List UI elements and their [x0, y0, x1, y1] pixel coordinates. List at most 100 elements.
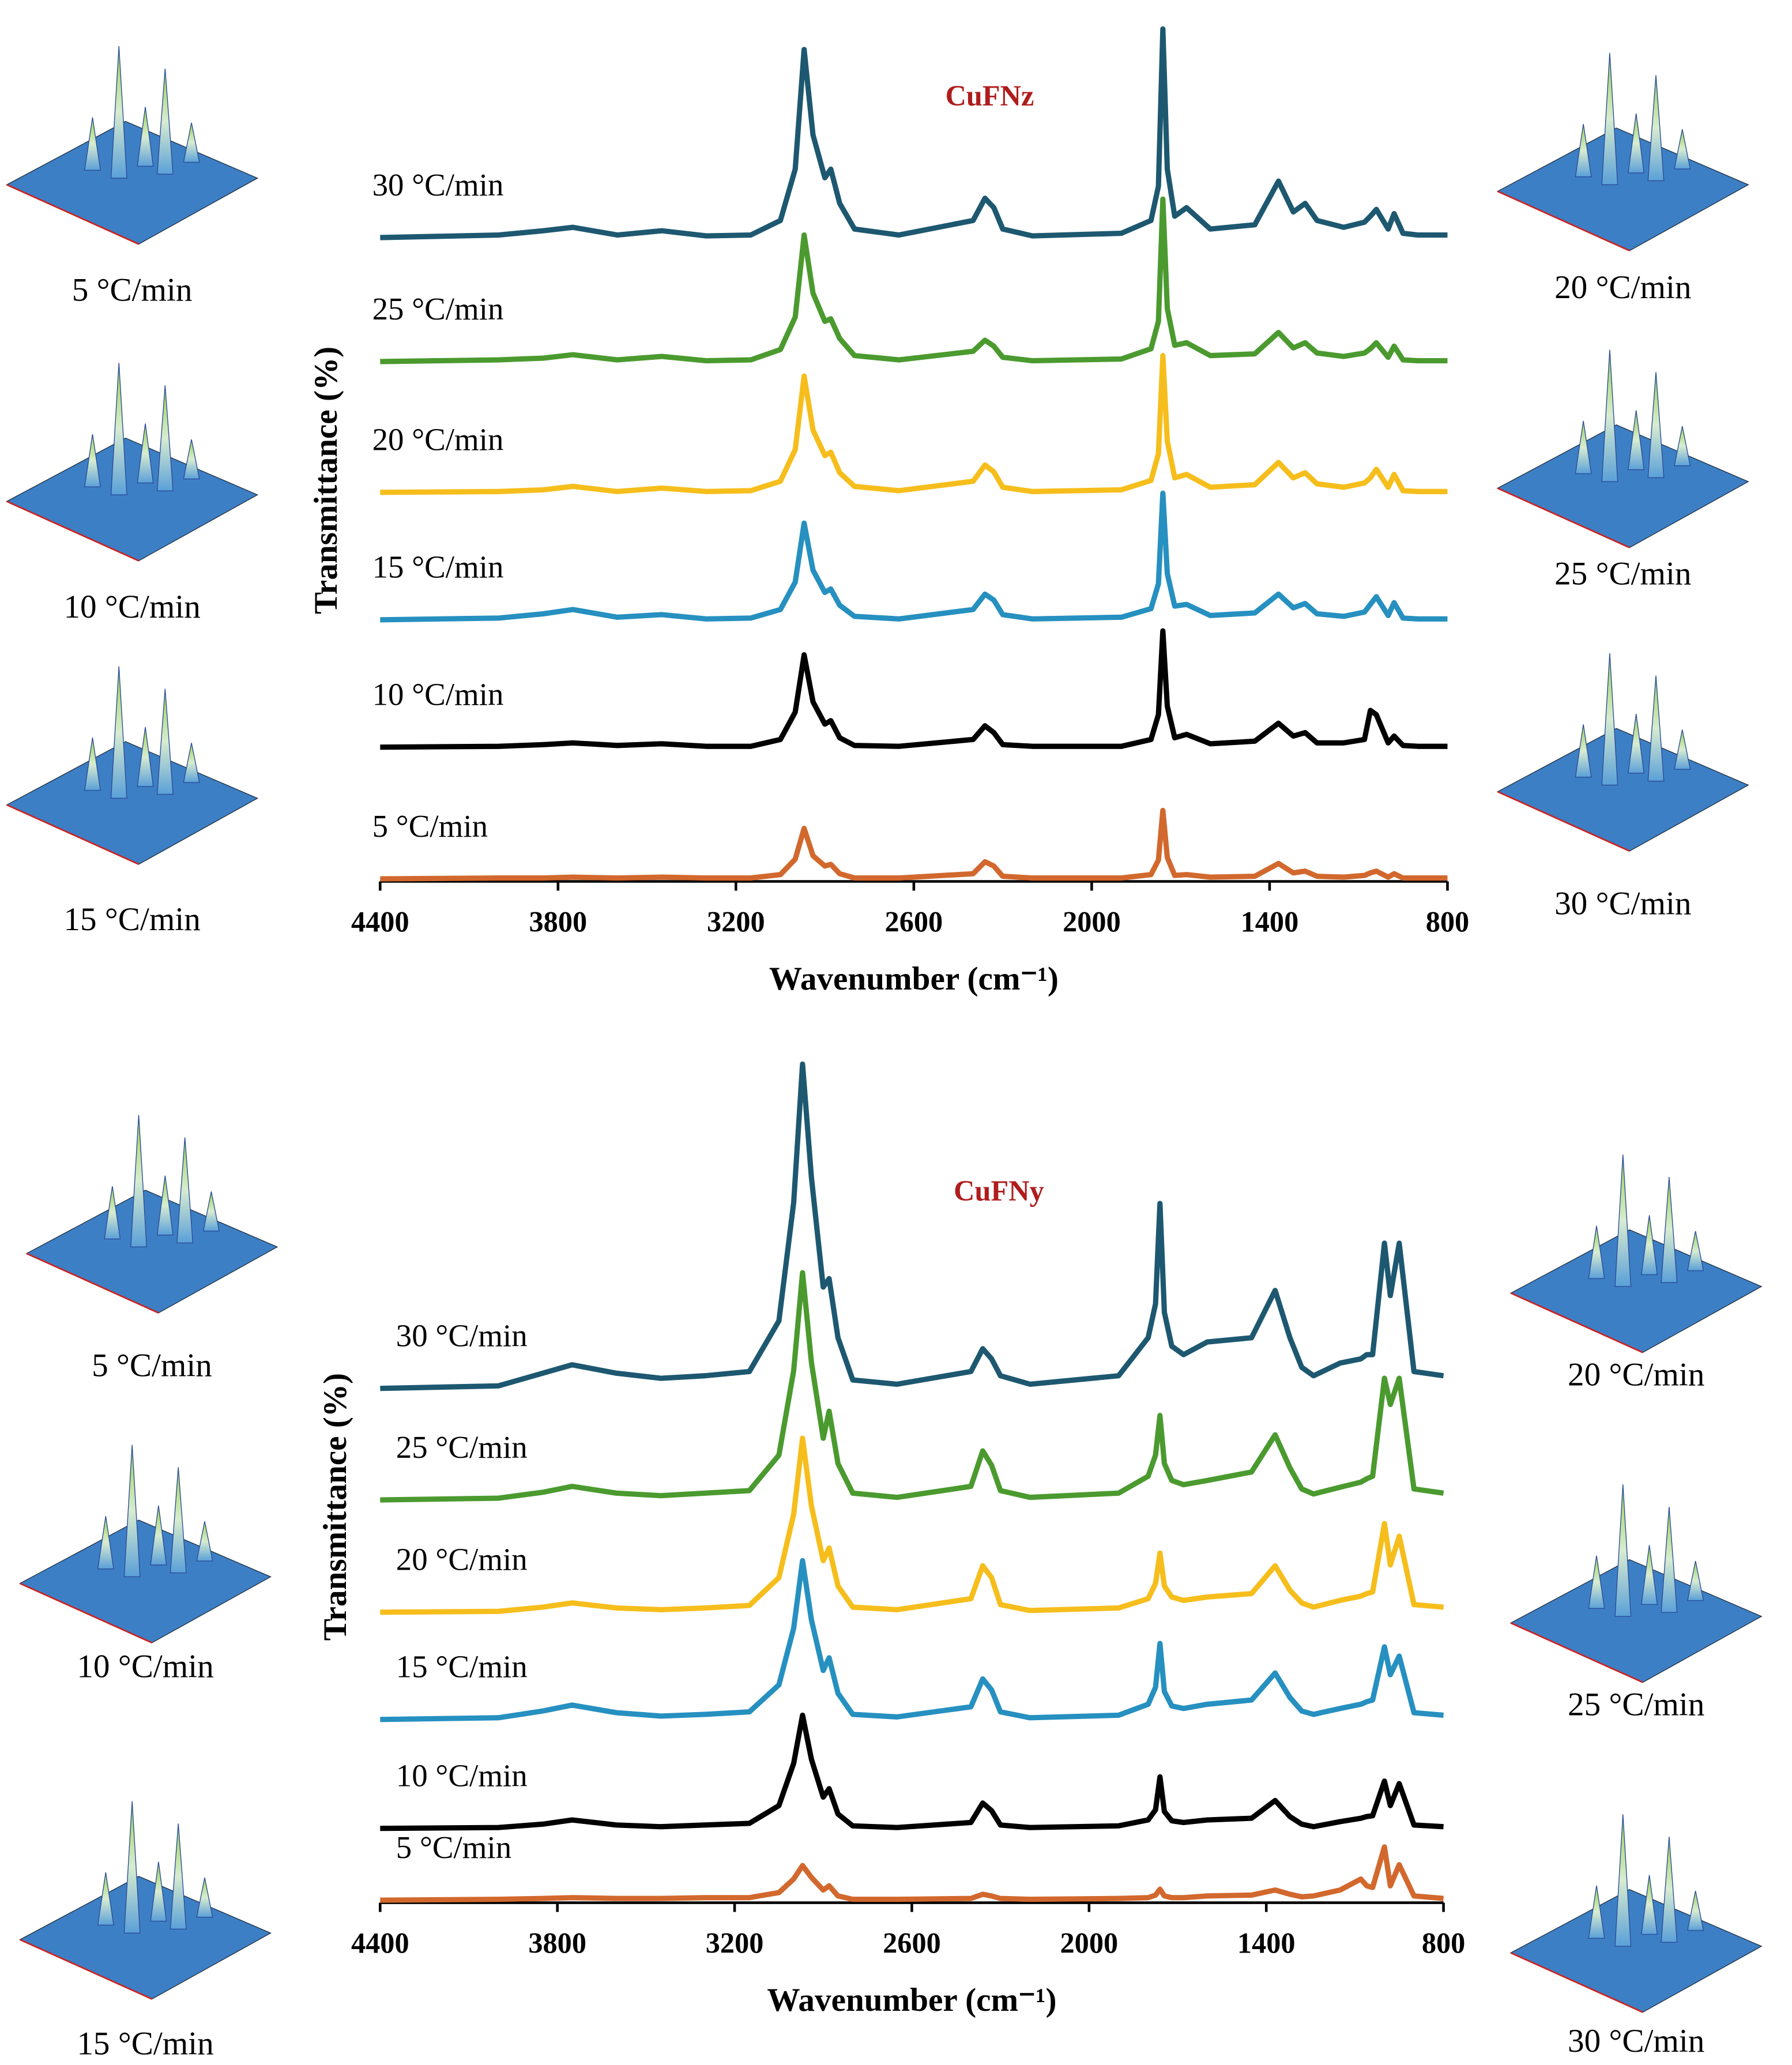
x-tick-label: 3800	[528, 1927, 586, 1959]
series-label: 15 °C/min	[372, 550, 504, 585]
chart-title: CuFNz	[946, 80, 1034, 112]
inset-peak	[1674, 426, 1691, 467]
inset-floor	[1509, 1889, 1763, 2013]
inset-floor	[6, 741, 259, 865]
inset-3d-plot	[1509, 1484, 1763, 1683]
inset-edge	[1497, 791, 1630, 852]
inset-caption: 20 °C/min	[1568, 1357, 1704, 1393]
inset-peak	[183, 439, 200, 480]
spectrum-line	[380, 353, 1448, 495]
inset-3d-plot	[1509, 1154, 1763, 1353]
x-tick-label: 3800	[529, 905, 588, 938]
inset-caption: 10 °C/min	[77, 1648, 213, 1684]
inset-caption: 30 °C/min	[1554, 886, 1691, 922]
inset-peak	[1588, 1555, 1605, 1609]
inset-edge	[1497, 190, 1630, 252]
inset-caption: 5 °C/min	[72, 272, 193, 309]
inset-peak	[130, 1115, 148, 1248]
series-label: 15 °C/min	[396, 1649, 528, 1684]
inset-peak	[123, 1801, 141, 1934]
inset-peak	[202, 1191, 220, 1232]
inset-peak	[104, 1186, 121, 1240]
inset-3d-plot	[19, 1445, 272, 1644]
inset-peak	[1614, 1154, 1632, 1287]
inset-peak	[150, 1505, 167, 1566]
inset-peak	[1575, 123, 1592, 178]
inset-floor	[1496, 424, 1749, 548]
inset-peak	[137, 107, 154, 167]
chart-title: CuFNy	[954, 1175, 1044, 1207]
inset-3d-plot	[25, 1115, 278, 1314]
inset-peak	[156, 68, 174, 175]
inset-peak	[196, 1521, 213, 1562]
x-tick-label: 2000	[1060, 1927, 1119, 1959]
inset-edge	[1510, 1292, 1643, 1353]
x-tick-label: 1400	[1241, 905, 1299, 938]
inset-peak	[156, 385, 174, 491]
inset-peak	[1647, 75, 1665, 182]
inset-peak	[1628, 713, 1645, 774]
inset-floor	[1509, 1229, 1763, 1353]
inset-peak	[170, 1467, 187, 1574]
series-label: 30 °C/min	[372, 167, 504, 202]
inset-peak	[1641, 1545, 1658, 1605]
inset-3d-plot	[1496, 349, 1749, 548]
inset-edge	[6, 184, 140, 245]
inset-caption: 5 °C/min	[92, 1348, 212, 1384]
spectrum-line	[380, 1061, 1444, 1391]
inset-peak	[1601, 52, 1618, 186]
x-tick-label: 800	[1422, 1927, 1466, 1959]
inset-peak	[1614, 1814, 1632, 1947]
series-label: 20 °C/min	[396, 1542, 528, 1577]
inset-peak	[1575, 420, 1592, 475]
inset-edge	[20, 1582, 153, 1644]
x-tick-label: 3200	[707, 905, 765, 938]
inset-peak	[1661, 1837, 1678, 1943]
inset-floor	[19, 1876, 272, 2000]
x-axis-title: Wavenumber (cm⁻¹)	[767, 1982, 1056, 2018]
inset-floor	[1496, 728, 1749, 852]
inset-edge	[1510, 1952, 1643, 2013]
spectrum-line	[380, 807, 1448, 882]
x-axis-title: Wavenumber (cm⁻¹)	[769, 961, 1059, 997]
series-label: 30 °C/min	[396, 1318, 528, 1353]
inset-peak	[1614, 1484, 1632, 1617]
y-axis-title: Transmittance (%)	[308, 347, 344, 614]
inset-caption: 25 °C/min	[1568, 1687, 1704, 1723]
inset-peak	[1641, 1875, 1658, 1935]
inset-caption: 15 °C/min	[63, 901, 200, 938]
inset-peak	[97, 1516, 114, 1570]
inset-edge	[6, 804, 140, 866]
inset-3d-plot	[1509, 1814, 1763, 2013]
inset-peak	[84, 117, 101, 171]
inset-peak	[84, 434, 101, 488]
inset-edge	[1497, 487, 1630, 548]
series-label: 25 °C/min	[372, 291, 504, 326]
x-tick-label: 2000	[1063, 905, 1121, 938]
series-label: 10 °C/min	[372, 676, 504, 712]
inset-peak	[170, 1823, 187, 1930]
inset-peak	[1575, 724, 1592, 778]
inset-peak	[196, 1877, 213, 1918]
x-tick-label: 1400	[1237, 1927, 1296, 1959]
inset-3d-plot	[6, 46, 259, 245]
inset-peak	[156, 1175, 174, 1236]
inset-floor	[6, 121, 259, 245]
x-tick-label: 2600	[883, 1927, 941, 1959]
inset-peak	[1601, 653, 1618, 786]
spectrum-line	[380, 1844, 1444, 1903]
inset-edge	[6, 501, 140, 562]
inset-peak	[156, 689, 174, 795]
series-label: 25 °C/min	[396, 1430, 528, 1465]
inset-peak	[1628, 410, 1645, 471]
spectrum-line	[380, 490, 1448, 623]
inset-peak	[137, 727, 154, 787]
inset-edge	[20, 1939, 153, 2000]
inset-peak	[1674, 729, 1691, 770]
inset-peak	[1601, 349, 1618, 482]
inset-peak	[110, 666, 127, 799]
inset-floor	[1496, 127, 1749, 251]
inset-peak	[110, 46, 127, 179]
inset-edge	[26, 1252, 159, 1314]
